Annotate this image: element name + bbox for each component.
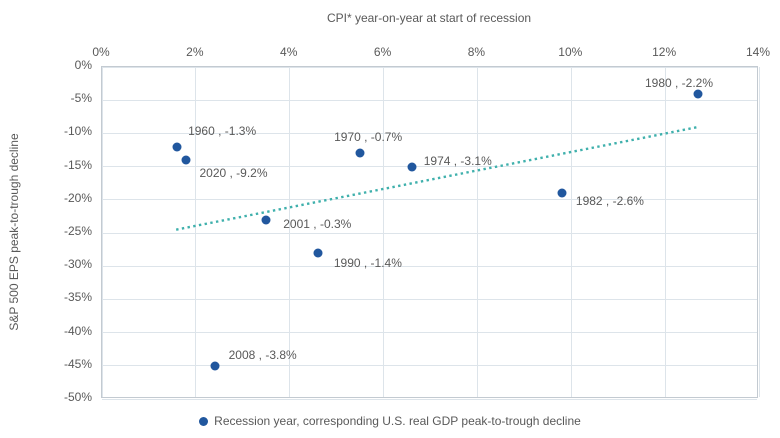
y-tick-label: -10% — [63, 124, 92, 139]
data-point — [407, 162, 417, 172]
data-point-label: 1980 , -2.2% — [644, 75, 714, 90]
gridline-vertical — [476, 67, 478, 397]
legend-label: Recession year, corresponding U.S. real … — [214, 414, 581, 428]
gridline-horizontal — [102, 398, 757, 400]
data-point — [210, 361, 220, 371]
trendline-path — [175, 125, 700, 231]
data-point-label: 2020 , -9.2% — [199, 165, 268, 180]
data-point — [557, 188, 567, 198]
x-tick-label: 12% — [652, 45, 677, 59]
data-point — [181, 155, 191, 165]
data-point — [313, 248, 323, 258]
gridline-horizontal — [102, 199, 757, 201]
gridline-horizontal — [102, 66, 757, 68]
gridline-horizontal — [102, 166, 757, 168]
gridline-vertical — [570, 67, 572, 397]
gridline-vertical — [289, 67, 291, 397]
legend: Recession year, corresponding U.S. real … — [0, 414, 780, 428]
data-point-label: 1970 , -0.7% — [334, 130, 403, 145]
data-point-label: 2008 , -3.8% — [228, 347, 297, 362]
data-point-label: 1960 , -1.3% — [188, 123, 257, 138]
x-tick-label: 2% — [186, 45, 204, 59]
data-point — [261, 215, 271, 225]
data-point — [693, 89, 703, 99]
gridline-horizontal — [102, 232, 757, 234]
x-tick-label: 8% — [467, 45, 486, 59]
y-tick-label: -5% — [70, 91, 92, 106]
gridline-vertical — [383, 67, 385, 397]
y-tick-label: -25% — [63, 224, 92, 238]
data-point-label: 1990 , -1.4% — [333, 255, 402, 270]
data-point-label: 2001 , -0.3% — [283, 216, 352, 231]
legend-marker-icon — [199, 416, 209, 426]
data-point — [172, 142, 182, 152]
y-tick-label: -45% — [63, 356, 92, 371]
x-tick-label: 14% — [745, 45, 771, 59]
gridline-horizontal — [102, 298, 757, 300]
y-tick-label: -30% — [63, 257, 92, 272]
data-point — [355, 148, 365, 158]
x-axis-title: CPI* year-on-year at start of recession — [326, 11, 532, 25]
y-tick-label: 0% — [74, 58, 92, 72]
data-point-label: 1974 , -3.1% — [423, 153, 492, 168]
gridline-vertical — [758, 67, 760, 397]
gridline-horizontal — [102, 99, 757, 101]
gridline-vertical — [664, 67, 666, 397]
y-tick-label: -40% — [63, 323, 92, 338]
trendline — [175, 125, 700, 231]
y-tick-label: -35% — [63, 290, 92, 305]
data-point-label: 1982 , -2.6% — [575, 194, 644, 209]
x-tick-label: 0% — [92, 45, 110, 59]
gridline-horizontal — [102, 132, 757, 134]
gridline-vertical — [195, 67, 197, 397]
plot-area: 1960 , -1.3% 2020 , -9.2% 2008 , -3.8% 2001… — [101, 66, 760, 400]
y-tick-label: -15% — [63, 157, 92, 172]
gridline-horizontal — [102, 365, 757, 367]
x-tick-label: 4% — [280, 45, 298, 59]
gridline-horizontal — [102, 332, 757, 334]
x-tick-label: 6% — [373, 45, 392, 59]
y-tick-label: -50% — [63, 390, 92, 404]
gridline-horizontal — [102, 265, 757, 267]
gridline-vertical — [101, 67, 103, 397]
y-tick-label: -20% — [63, 190, 92, 205]
x-tick-label: 10% — [558, 45, 583, 59]
